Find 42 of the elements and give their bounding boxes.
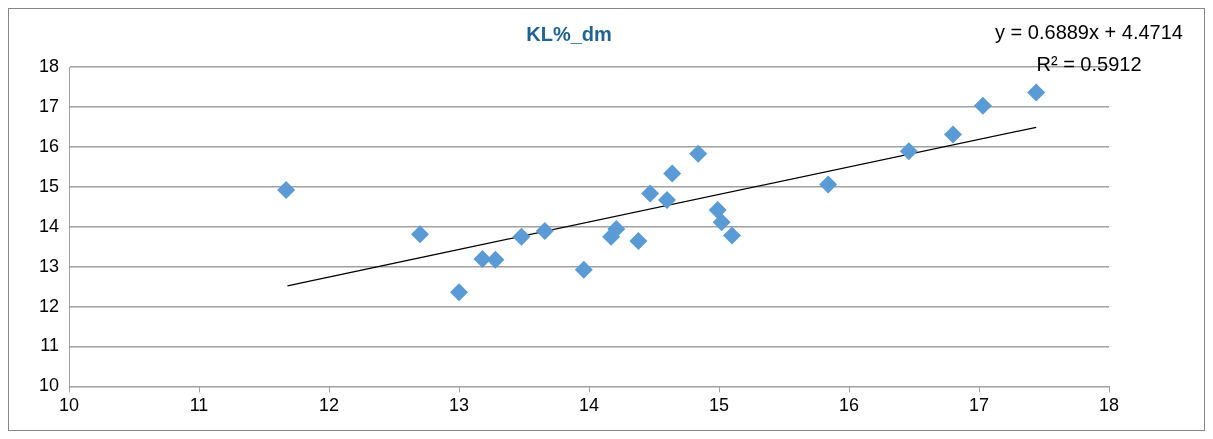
y-tick-label: 14 bbox=[38, 215, 60, 236]
x-tick-label: 14 bbox=[579, 395, 600, 416]
x-tick-label: 10 bbox=[59, 395, 80, 416]
y-tick-label: 10 bbox=[38, 375, 60, 396]
x-tick-label: 15 bbox=[708, 395, 730, 416]
point bbox=[277, 180, 296, 199]
y-tick-label: 11 bbox=[40, 335, 60, 356]
x-tick-label: 16 bbox=[838, 395, 860, 416]
x-tick-label: 13 bbox=[449, 395, 470, 416]
point bbox=[641, 184, 660, 203]
point bbox=[658, 190, 677, 209]
x-tick-label: 11 bbox=[189, 395, 209, 416]
point bbox=[450, 283, 469, 302]
point bbox=[574, 260, 593, 279]
point bbox=[411, 225, 430, 244]
chart-title: KL%_dm bbox=[526, 22, 612, 45]
y-tick-label: 12 bbox=[38, 295, 60, 316]
x-tick-label: 12 bbox=[319, 395, 340, 416]
y-tick-label: 17 bbox=[38, 95, 60, 116]
text: y = 0.6889x + 4.4714 bbox=[995, 20, 1183, 43]
y-tick-label: 13 bbox=[38, 255, 60, 276]
point bbox=[629, 232, 648, 251]
x-tick-label: 18 bbox=[1098, 395, 1120, 416]
point bbox=[973, 96, 992, 115]
point bbox=[899, 142, 918, 161]
x-tick-label: 17 bbox=[968, 395, 990, 416]
point bbox=[708, 200, 727, 219]
point bbox=[689, 144, 708, 163]
y-tick-label: 15 bbox=[38, 175, 60, 196]
point bbox=[663, 164, 682, 183]
point bbox=[712, 213, 731, 232]
y-tick-label: 16 bbox=[38, 135, 60, 156]
point bbox=[723, 226, 742, 245]
point bbox=[944, 125, 962, 144]
point bbox=[819, 175, 838, 194]
point bbox=[486, 250, 505, 269]
point bbox=[1027, 83, 1046, 102]
y-tick-label: 18 bbox=[38, 55, 60, 76]
point bbox=[473, 250, 492, 269]
annotation: R² = 0.5912 bbox=[1036, 52, 1142, 75]
point bbox=[535, 222, 554, 241]
point bbox=[512, 227, 531, 246]
